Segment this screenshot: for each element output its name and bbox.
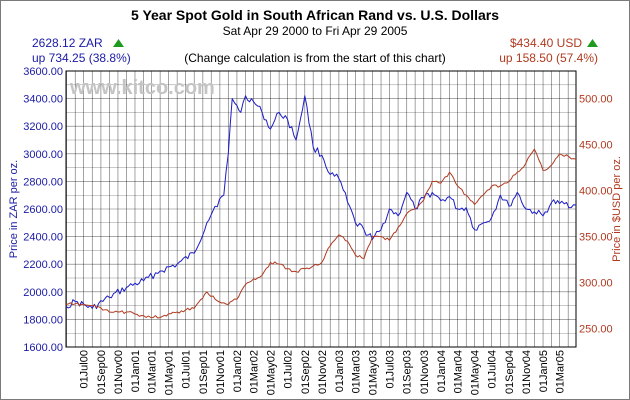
series-line-zar: [65, 95, 577, 310]
x-tick-label: 01Mar05: [555, 350, 567, 393]
right-y-tick-label: 500.00: [579, 94, 613, 106]
x-tick-label: 01Jul01: [181, 350, 193, 389]
x-tick-label: 01Nov03: [419, 350, 431, 394]
x-tick-label: 01Sep02: [300, 350, 312, 394]
x-tick-label: 01May03: [367, 350, 379, 395]
left-y-tick-label: 2400.00: [23, 232, 63, 244]
usd-up-arrow-icon: [587, 39, 598, 47]
x-tick-label: 01Nov04: [521, 350, 533, 394]
zar-price: 2628.12 ZAR: [32, 36, 103, 50]
x-tick-label: 01Nov02: [317, 350, 329, 394]
right-y-axis-ticks: 250.00 300.00 350.00 400.00 450.00 500.00: [579, 94, 613, 336]
x-tick-label: 01Jan01: [130, 350, 142, 392]
x-tick-label: 01Sep04: [504, 350, 516, 394]
x-tick-label: 01Jan03: [334, 350, 346, 392]
series-lines: [65, 95, 577, 319]
right-y-tick-label: 300.00: [579, 278, 613, 290]
left-y-tick-label: 2200.00: [23, 259, 63, 271]
left-y-tick-label: 1800.00: [23, 314, 63, 326]
left-y-tick-label: 1600.00: [23, 342, 63, 354]
x-tick-label: 01Jul02: [282, 350, 294, 389]
x-tick-label: 01Mar02: [248, 350, 260, 393]
grid-lines: [66, 71, 576, 347]
right-y-tick-label: 400.00: [579, 186, 613, 198]
chart-subtitle: Sat Apr 29 2000 to Fri Apr 29 2005: [223, 24, 408, 38]
right-y-tick-label: 450.00: [579, 140, 613, 152]
x-tick-label: 01Jul03: [384, 350, 396, 389]
left-y-tick-label: 2800.00: [23, 176, 63, 188]
x-tick-label: 01Jan04: [436, 350, 448, 392]
left-axis-label: Price in ZAR per oz.: [8, 160, 20, 258]
left-y-tick-label: 3600.00: [23, 66, 63, 78]
usd-price: $434.40 USD: [510, 36, 582, 50]
x-tick-label: 01Nov00: [113, 350, 125, 394]
x-tick-label: 01May01: [164, 350, 176, 395]
left-y-tick-label: 2000.00: [23, 287, 63, 299]
x-tick-label: 01Mar03: [350, 350, 362, 393]
zar-change: up 734.25 (38.8%): [32, 51, 131, 65]
right-y-tick-label: 250.00: [579, 324, 613, 336]
zar-up-arrow-icon: [113, 39, 124, 47]
chart-title: 5 Year Spot Gold in South African Rand v…: [131, 7, 499, 23]
usd-change: up 158.50 (57.4%): [499, 51, 598, 65]
x-axis-ticks: 01Jul00 01Sep00 01Nov00 01Jan01 01Mar01 01May…: [79, 350, 567, 395]
x-tick-label: 01Jan02: [232, 350, 244, 392]
series-line-usd: [65, 148, 577, 319]
left-y-tick-label: 3200.00: [23, 121, 63, 133]
x-tick-label: 01Jul04: [487, 350, 499, 389]
x-tick-label: 01Mar04: [453, 350, 465, 393]
left-y-tick-label: 3000.00: [23, 149, 63, 161]
change-note: (Change calculation is from the start of…: [184, 51, 445, 65]
x-tick-label: 01Sep01: [198, 350, 210, 394]
x-tick-label: 01May04: [470, 350, 482, 395]
left-y-axis-ticks: 1600.00 1800.00 2000.00 2200.00 2400.00 2600.…: [23, 66, 63, 354]
x-tick-label: 01Jan05: [538, 350, 550, 392]
x-tick-label: 01Jul00: [79, 350, 91, 389]
left-y-tick-label: 2600.00: [23, 204, 63, 216]
watermark: www.kitco.com: [69, 77, 215, 99]
x-tick-label: 01May02: [265, 350, 277, 395]
right-y-tick-label: 350.00: [579, 232, 613, 244]
left-y-tick-label: 3400.00: [23, 94, 63, 106]
x-tick-label: 01Nov01: [215, 350, 227, 394]
x-tick-label: 01Mar01: [146, 350, 158, 393]
x-tick-label: 01Sep03: [402, 350, 414, 394]
right-axis-label: Price in $USD per oz.: [611, 156, 623, 262]
x-tick-label: 01Sep00: [96, 350, 108, 394]
